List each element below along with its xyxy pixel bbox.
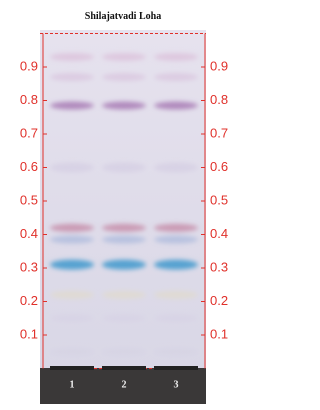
- band: [50, 260, 94, 270]
- tick-label: 0.5: [20, 192, 38, 207]
- band: [50, 224, 94, 232]
- tick-label: 0.4: [20, 226, 38, 241]
- tlc-figure: Shilajatvadi Loha 0.1 0.1 0.2 0.2 0.3 0.3 0.4 0…: [0, 0, 242, 410]
- tick-label: 0.6: [210, 159, 228, 174]
- band: [50, 348, 94, 356]
- tick-label: 0.3: [20, 259, 38, 274]
- lane-label: 1: [70, 379, 75, 390]
- tick-label: 0.6: [20, 159, 38, 174]
- spot: [154, 366, 198, 370]
- band: [50, 314, 94, 322]
- band: [102, 236, 146, 244]
- band: [102, 314, 146, 322]
- band: [154, 348, 198, 356]
- band: [154, 224, 198, 232]
- tick-label: 0.4: [210, 226, 228, 241]
- band: [50, 163, 94, 173]
- band: [50, 236, 94, 244]
- tick-label: 0.9: [20, 58, 38, 73]
- tick-label: 0.2: [20, 293, 38, 308]
- tick-label: 0.1: [210, 326, 228, 341]
- band: [102, 224, 146, 232]
- band: [102, 102, 146, 110]
- band: [154, 291, 198, 299]
- band: [50, 102, 94, 110]
- tick-label: 0.8: [20, 92, 38, 107]
- band: [154, 314, 198, 322]
- spot: [50, 366, 94, 370]
- tick-label: 0.1: [20, 326, 38, 341]
- band: [154, 260, 198, 270]
- band: [50, 73, 94, 81]
- band: [154, 53, 198, 61]
- lane-label: 2: [122, 379, 127, 390]
- tick-label: 0.7: [20, 125, 38, 140]
- band: [154, 73, 198, 81]
- band: [154, 236, 198, 244]
- tick-label: 0.5: [210, 192, 228, 207]
- tick-label: 0.7: [210, 125, 228, 140]
- band: [102, 163, 146, 173]
- band: [102, 73, 146, 81]
- tick-label: 0.2: [210, 293, 228, 308]
- lane-label: 3: [174, 379, 179, 390]
- band: [154, 163, 198, 173]
- tick-label: 0.8: [210, 92, 228, 107]
- band: [102, 291, 146, 299]
- tick-label: 0.3: [210, 259, 228, 274]
- band: [50, 291, 94, 299]
- band: [154, 102, 198, 110]
- band: [102, 53, 146, 61]
- spot: [102, 366, 146, 370]
- title: Shilajatvadi Loha: [85, 11, 161, 22]
- band: [102, 260, 146, 270]
- band: [102, 348, 146, 356]
- band: [50, 53, 94, 61]
- tick-label: 0.9: [210, 58, 228, 73]
